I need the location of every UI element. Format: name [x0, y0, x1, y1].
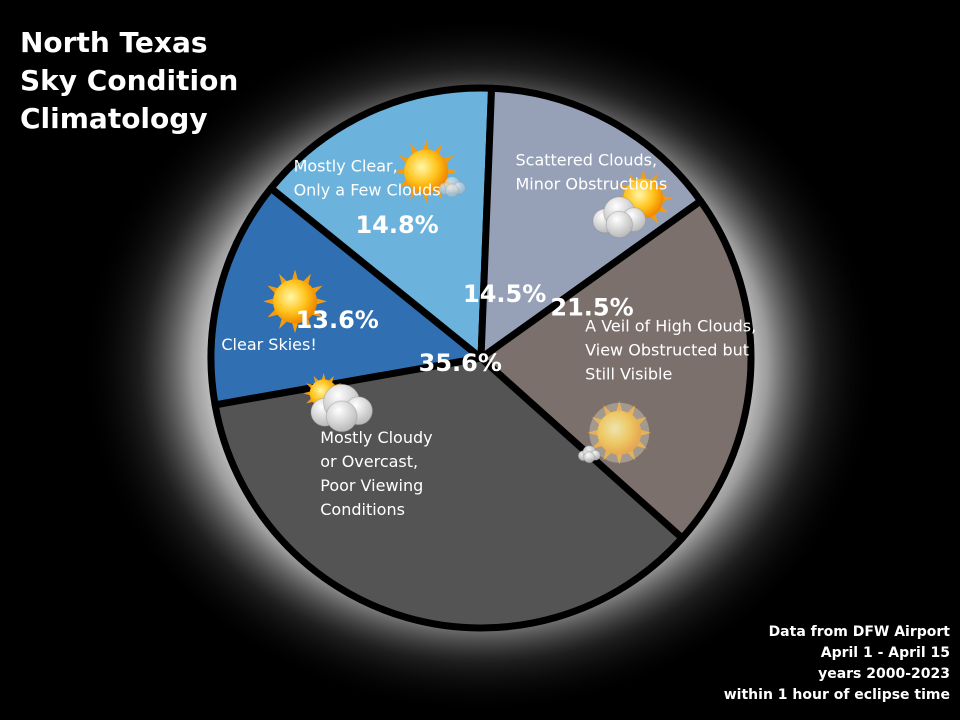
source-line-4: within 1 hour of eclipse time — [723, 687, 950, 703]
pie-slice-a-veil-of-high-clouds — [477, 197, 755, 542]
title-line-3: Climatology — [20, 102, 208, 135]
source-line-2: April 1 - April 15 — [820, 645, 950, 661]
slice-value-label: 35.6% — [419, 349, 502, 377]
partly-cloudy-icon — [592, 169, 673, 239]
pie-slice-scattered-clouds — [477, 84, 705, 362]
sun-icon — [263, 269, 327, 334]
slice-category-label: Scattered Clouds, Minor Obstructions — [516, 150, 668, 193]
slice-category-label: Mostly Clear, Only a Few Clouds — [294, 156, 441, 199]
cloudy-icon — [303, 373, 373, 433]
slice-category-label: A Veil of High Clouds, View Obstructed bu… — [585, 317, 756, 384]
sun-small-cloud-icon — [394, 139, 466, 204]
data-source-note: Data from DFW Airport April 1 - April 15… — [724, 622, 950, 706]
slice-value-label: 14.5% — [463, 280, 546, 308]
pie-slice-clear-skies — [207, 184, 485, 409]
source-line-1: Data from DFW Airport — [768, 624, 950, 640]
slice-value-label: 14.8% — [355, 211, 438, 239]
hazy-sun-icon — [577, 400, 652, 465]
slice-value-label: 21.5% — [550, 294, 633, 322]
slice-category-label: Mostly Cloudy or Overcast, Poor Viewing Con… — [320, 428, 432, 519]
title-line-1: North Texas — [20, 26, 208, 59]
slice-category-label: Clear Skies! — [221, 335, 316, 354]
title-line-2: Sky Condition — [20, 64, 239, 97]
slice-value-label: 13.6% — [296, 306, 379, 334]
chart-title: North Texas Sky Condition Climatology — [20, 24, 238, 138]
source-line-3: years 2000-2023 — [818, 666, 950, 682]
